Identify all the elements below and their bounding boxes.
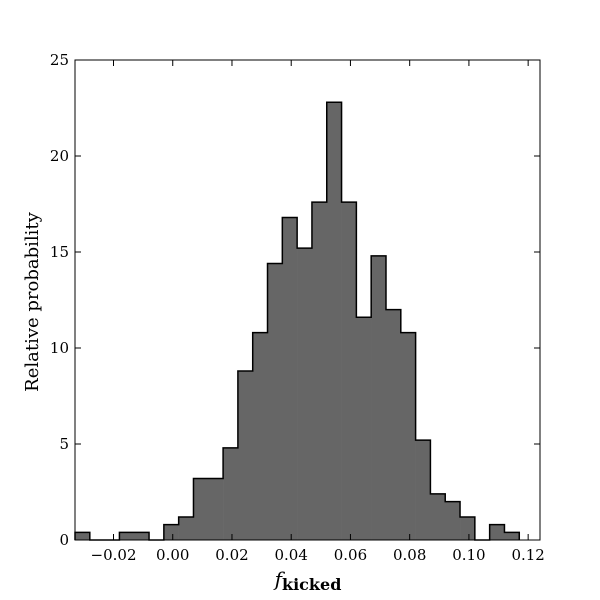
histogram-bar [267,263,283,540]
histogram-bar [400,332,416,540]
histogram-bar [445,501,461,540]
y-tick-label: 0 [59,531,69,549]
x-tick-label: 0.10 [452,546,485,564]
histogram-bar [385,309,402,540]
x-tick-label: 0.04 [275,546,308,564]
x-axis-label: fkicked [273,567,342,594]
x-tick-label: 0.06 [334,546,367,564]
histogram-bar [193,478,209,540]
histogram-bar [371,255,387,540]
x-tick-label: −0.02 [91,546,137,564]
histogram-bar [252,332,268,540]
x-tick-label: 0.02 [215,546,248,564]
y-tick-label: 25 [50,51,69,69]
histogram-bar [75,532,91,540]
x-axis-label-subscript: kicked [282,575,341,594]
histogram-bar [223,447,239,540]
y-tick-labels: 0 5 10 15 20 25 [50,51,69,549]
histogram-bar [489,524,505,540]
histogram-bar [134,532,150,540]
x-tick-label: 0.12 [511,546,544,564]
y-tick-label: 20 [50,147,69,165]
histogram-bar [504,532,520,540]
x-tick-label: 0.00 [156,546,189,564]
axis-ticks [75,59,540,541]
histogram-bar [178,516,194,540]
y-tick-label: 5 [59,435,69,453]
histogram-bar [297,248,313,540]
histogram-bar [282,217,298,540]
histogram-bar [430,493,446,540]
histogram-bar [326,102,342,541]
histogram-bar [415,440,431,540]
histogram-bar [163,524,179,540]
y-axis-label: Relative probability [22,211,43,391]
histogram-bar [208,478,224,540]
x-tick-labels: −0.02 0.00 0.02 0.04 0.06 0.08 0.10 0.12 [91,546,545,564]
histogram-bar [237,371,254,540]
histogram-bars [75,102,520,541]
histogram-bar [460,516,476,540]
y-tick-label: 15 [50,243,69,261]
plot-frame [74,59,541,541]
histogram-bar [119,532,135,540]
histogram-bar [311,202,328,540]
x-tick-label: 0.08 [393,546,426,564]
histogram-bar [341,202,357,540]
histogram-bar [356,317,372,540]
y-tick-label: 10 [50,339,69,357]
